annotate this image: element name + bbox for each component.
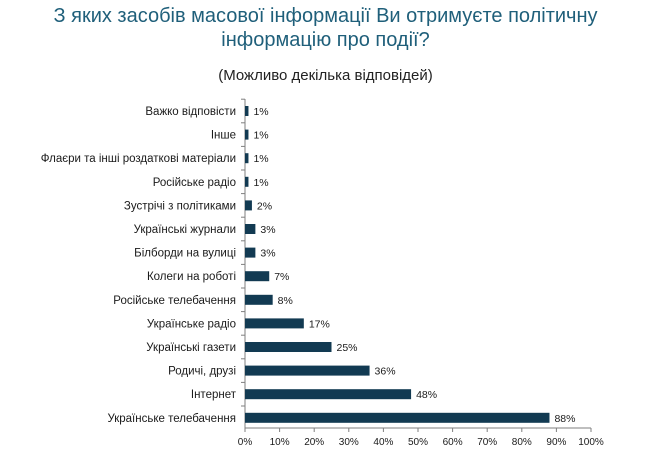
x-tick-label: 90% xyxy=(546,437,566,448)
x-tick-label: 0% xyxy=(238,437,253,448)
x-tick-label: 80% xyxy=(512,437,532,448)
bar xyxy=(245,176,249,187)
data-label: 3% xyxy=(260,248,275,260)
chart-subtitle: (Можливо декілька відповідей) xyxy=(218,67,433,84)
category-label: Українські журнали xyxy=(134,224,236,236)
data-label: 36% xyxy=(375,366,396,378)
bar xyxy=(245,106,249,116)
data-label: 1% xyxy=(253,130,268,142)
category-label: Російське радіо xyxy=(153,177,236,189)
bar xyxy=(245,200,252,211)
bar xyxy=(245,271,270,282)
chart-title-line-2: інформацію про події? xyxy=(221,29,430,51)
data-label: 88% xyxy=(554,413,575,425)
bar xyxy=(245,153,249,164)
data-label: 1% xyxy=(253,177,268,189)
x-tick-label: 30% xyxy=(339,437,359,448)
data-label: 2% xyxy=(257,200,272,212)
category-label: Інтернет xyxy=(191,389,237,401)
x-tick-label: 100% xyxy=(578,437,604,448)
data-label: 17% xyxy=(309,318,330,330)
x-tick-label: 70% xyxy=(477,437,497,448)
bar xyxy=(245,365,370,376)
bar xyxy=(245,224,256,234)
x-tick-label: 50% xyxy=(408,437,428,448)
category-label: Колеги на роботі xyxy=(147,271,236,283)
bar xyxy=(245,294,273,305)
category-label: Важко відповісти xyxy=(145,106,236,118)
data-label: 8% xyxy=(278,295,293,307)
data-label: 1% xyxy=(253,153,268,165)
bar xyxy=(245,412,550,423)
chart-title: З яких засобів масової інформації Ви отр… xyxy=(0,4,651,52)
category-label: Родичі, друзі xyxy=(168,366,236,378)
bar xyxy=(245,389,412,400)
category-label: Інше xyxy=(211,130,236,142)
category-label: Російське телебачення xyxy=(113,295,236,307)
x-tick-label: 40% xyxy=(373,437,393,448)
category-label: Флаєри та інші роздаткові матеріали xyxy=(41,153,236,165)
data-label: 25% xyxy=(337,342,358,354)
x-tick-label: 10% xyxy=(270,437,290,448)
bar xyxy=(245,318,304,329)
category-label: Білборди на вулиці xyxy=(134,248,236,260)
bar xyxy=(245,342,332,352)
category-label: Українське радіо xyxy=(147,318,236,330)
x-tick-label: 60% xyxy=(443,437,463,448)
category-label: Зустрічі з політиками xyxy=(124,200,236,212)
data-label: 3% xyxy=(260,224,275,236)
data-label: 48% xyxy=(416,389,437,401)
data-label: 1% xyxy=(253,106,268,118)
bar xyxy=(245,129,249,140)
chart-title-line-1: З яких засобів масової інформації Ви отр… xyxy=(53,5,598,27)
data-label: 7% xyxy=(274,271,289,283)
category-label: Українське телебачення xyxy=(107,413,236,425)
bar xyxy=(245,247,256,258)
category-label: Українські газети xyxy=(146,342,236,354)
x-tick-label: 20% xyxy=(304,437,324,448)
